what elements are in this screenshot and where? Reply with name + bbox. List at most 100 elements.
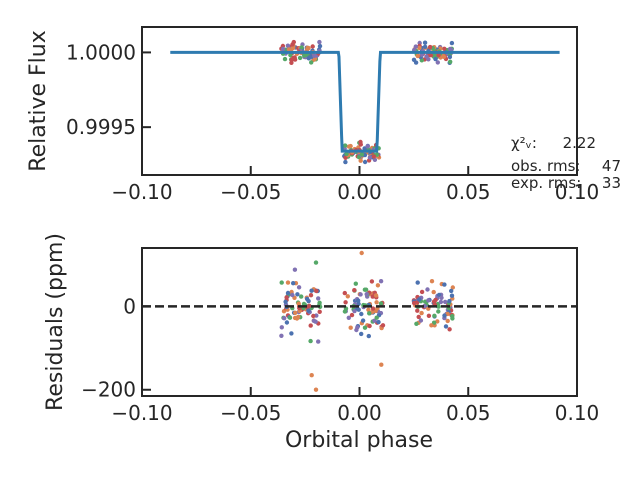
light-curve-point [306,56,311,61]
residuals-point [307,303,312,308]
light-curve-point [358,158,363,163]
light-curve-point [424,54,429,59]
residuals-point [352,308,357,314]
light-curve-point [297,55,303,61]
residuals-point [425,287,430,292]
light-curve-point [441,54,447,59]
residuals-point [279,333,284,338]
residuals-point [426,313,432,318]
light-curve-point [417,45,422,51]
light-curve-point [433,56,438,62]
residuals-point [309,288,314,293]
light-curve-point [312,53,317,58]
residuals-point [360,318,366,323]
residuals-point [439,295,444,300]
light-curve-point [362,146,367,151]
residuals-outlier-point [313,260,319,265]
light-curve-point [309,60,314,65]
light-curve-point [435,60,440,65]
residuals-point [447,298,452,304]
light-curve-point [427,44,433,50]
residuals-point [373,293,379,298]
residuals-point [366,307,371,312]
light-curve-point [442,46,447,51]
light-curve-point [365,144,370,149]
residuals-point [285,280,291,285]
residuals-point [296,285,302,290]
light-curve-point [428,53,434,58]
residuals-point [417,297,422,302]
residuals-point [429,279,435,284]
residuals-point [370,294,375,299]
residuals-point [378,301,384,306]
residuals-point [306,298,311,304]
obs-rms-value: 47 [602,157,621,175]
residuals-point [295,292,300,297]
residuals-point [345,294,350,299]
light-curve-point [280,46,286,52]
residuals-point [358,292,363,297]
light-curve-point [362,159,368,165]
y-tick-label: 1.0000 [66,40,136,64]
light-curve-point [289,60,294,65]
residuals-point [378,279,384,284]
light-curve-point [372,157,378,162]
residuals-point [442,282,447,287]
residuals-point [367,311,372,316]
fit-statistics: χ²ᵥ: 2.22 obs. rms: 47 exp. rms: 33 [511,134,621,192]
residuals-point [429,323,434,328]
light-curve-point [343,159,348,165]
light-curve-point [436,53,441,58]
residuals-point [308,338,313,344]
residuals-point [284,295,289,300]
residuals-panel: −0.10 −0.05 0.00 0.05 0.10 −200 0 Residuals (p… [43,233,599,453]
residuals-point [447,327,452,332]
residuals-point [449,293,455,298]
residuals-point [359,331,364,337]
light-curve-point [413,44,418,49]
light-curve-point [282,56,288,62]
light-curve-point [288,52,293,58]
light-curve-data-points [279,39,455,165]
residuals-point [291,281,296,286]
light-curve-point [343,143,348,148]
residuals-point [287,315,293,320]
residuals-point [431,289,436,295]
x-tick-label: 0.10 [555,401,600,425]
residuals-point [436,309,441,314]
light-curve-point [422,44,428,49]
residuals-point [415,308,420,313]
residuals-point [284,320,290,325]
residuals-point [306,308,311,313]
residuals-point [438,299,444,305]
y-tick-label: −200 [81,378,136,402]
residuals-ylabel: Residuals (ppm) [43,233,68,411]
residuals-point [296,301,301,306]
residuals-outlier-point [309,373,314,378]
residuals-point [317,309,322,314]
light-curve-point [358,139,363,145]
residuals-point [374,315,379,320]
x-tick-label: 0.10 [555,180,600,204]
residuals-point [366,333,371,339]
residuals-point [290,292,295,298]
residuals-point [282,316,287,321]
x-tick-label: 0.00 [337,401,382,425]
light-curve-frame [141,26,578,176]
light-curve-point [306,45,311,51]
residuals-outlier-point [379,362,384,367]
residuals-point [376,319,381,325]
light-curve-point [447,54,453,60]
exp-rms-label: exp. rms: [511,174,581,192]
residuals-point [289,331,294,336]
light-curve-point [415,53,420,59]
x-tick-label: 0.00 [337,180,382,204]
residuals-point [308,323,313,328]
residuals-point [353,281,358,286]
light-curve-point [299,45,304,50]
residuals-point [443,299,448,305]
residual-data-points [279,250,455,392]
residuals-point [450,316,455,321]
residuals-point [301,301,307,307]
